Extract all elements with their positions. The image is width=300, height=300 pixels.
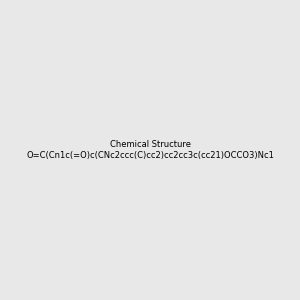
Text: Chemical Structure
O=C(Cn1c(=O)c(CNc2ccc(C)cc2)cc2cc3c(cc21)OCCO3)Nc1: Chemical Structure O=C(Cn1c(=O)c(CNc2ccc… [26, 140, 274, 160]
